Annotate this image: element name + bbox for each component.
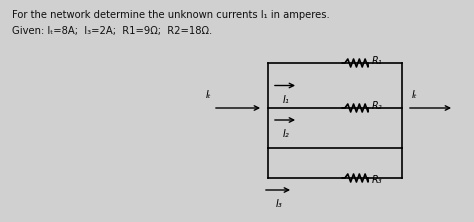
Text: For the network determine the unknown currents I₁ in amperes.: For the network determine the unknown cu… [12,10,330,20]
Text: R₁: R₁ [372,56,383,66]
Text: R₃: R₃ [372,175,383,185]
Text: R₂: R₂ [372,101,383,111]
Text: I₃: I₃ [276,199,283,209]
Text: I₂: I₂ [283,129,290,139]
Text: Iₜ: Iₜ [412,90,418,100]
Text: Given: Iₜ=8A;  I₃=2A;  R1=9Ω;  R2=18Ω.: Given: Iₜ=8A; I₃=2A; R1=9Ω; R2=18Ω. [12,26,212,36]
Text: I₁: I₁ [283,95,290,105]
Text: Iₜ: Iₜ [205,90,211,100]
